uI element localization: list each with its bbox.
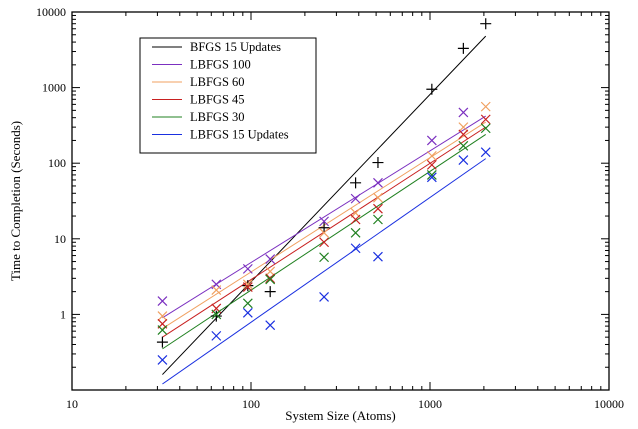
data-point-series-2 [373, 192, 383, 203]
axes: 10 100 1000 10000 1 10 100 1000 10000 [36, 5, 624, 411]
legend-label: LBFGS 15 Updates [190, 128, 289, 142]
data-point-series-5 [242, 307, 253, 318]
x-tick-label: 10000 [594, 397, 624, 411]
data-point-series-4 [157, 325, 168, 336]
data-point-series-3 [458, 129, 469, 140]
data-point-series-5 [211, 330, 222, 341]
data-point-series-0 [350, 177, 362, 189]
data-point-series-4 [211, 309, 222, 320]
data-point-series-1 [319, 216, 329, 227]
x-tick-label: 10 [66, 397, 78, 411]
data-point-series-0 [264, 286, 276, 298]
data-point-series-2 [242, 279, 253, 290]
data-point-series-0 [372, 157, 384, 169]
x-tick-label: 1000 [418, 397, 442, 411]
plot-frame [71, 11, 610, 391]
fit-line-series-5 [162, 158, 487, 385]
data-point-series-1 [350, 193, 361, 204]
data-point-series-0 [242, 280, 254, 292]
data-point-series-3 [426, 159, 437, 170]
data-point-series-1 [157, 296, 168, 307]
data-point-series-1 [265, 254, 276, 264]
y-tick-label: 10000 [36, 5, 66, 19]
data-point-series-1 [373, 177, 383, 188]
legend-box [139, 37, 317, 154]
data-point-series-5 [350, 243, 361, 254]
data-point-series-4 [480, 123, 491, 134]
data-point-series-3 [319, 237, 329, 248]
legend-label: LBFGS 100 [190, 58, 251, 72]
data-point-series-5 [319, 292, 329, 302]
legend-label: BFGS 15 Updates [190, 40, 281, 54]
data-point-series-1 [458, 107, 469, 118]
data-point-series-0 [156, 336, 168, 348]
data-point-series-5 [480, 147, 491, 158]
data-point-series-2 [458, 122, 469, 133]
data-point-series-5 [426, 172, 437, 183]
legend-label: LBFGS 45 [190, 93, 245, 107]
data-point-series-5 [157, 354, 168, 365]
y-tick-label: 1000 [42, 81, 66, 95]
data-point-series-0 [318, 222, 330, 234]
y-tick-label: 100 [48, 156, 66, 170]
data-point-series-2 [426, 150, 437, 161]
data-point-series-3 [373, 203, 383, 214]
data-point-series-4 [265, 274, 276, 285]
data-point-series-2 [480, 101, 491, 112]
y-tick-label: 1 [60, 307, 66, 321]
data-point-series-5 [458, 155, 469, 165]
data-point-series-3 [242, 282, 253, 292]
data-point-series-0 [457, 42, 469, 54]
data-point-series-0 [480, 18, 492, 30]
data-point-series-2 [265, 266, 276, 277]
y-tick-label: 10 [54, 232, 66, 246]
data-point-series-0 [210, 310, 222, 322]
data-point-series-3 [480, 114, 491, 125]
x-tick-label: 100 [242, 397, 260, 411]
data-point-series-3 [350, 214, 361, 225]
data-point-series-0 [426, 83, 438, 95]
legend: BFGS 15 Updates LBFGS 100 LBFGS 60 LBFGS 45… [139, 37, 317, 154]
data-point-series-1 [242, 263, 253, 274]
y-axis-title: Time to Completion (Seconds) [8, 121, 23, 281]
data-point-series-5 [373, 251, 383, 262]
data-point-series-4 [242, 298, 253, 309]
legend-label: LBFGS 60 [190, 75, 245, 89]
data-point-series-2 [319, 227, 329, 238]
legend-label: LBFGS 30 [190, 110, 245, 124]
data-point-series-1 [426, 135, 437, 146]
data-point-series-2 [211, 285, 222, 295]
x-axis-title: System Size (Atoms) [285, 408, 396, 423]
data-point-series-2 [157, 311, 168, 322]
data-point-series-4 [458, 140, 469, 151]
data-point-series-4 [373, 214, 383, 225]
data-point-series-5 [265, 320, 276, 331]
data-point-series-3 [265, 273, 276, 284]
data-point-series-4 [350, 227, 361, 238]
data-point-series-4 [319, 252, 329, 263]
data-points [156, 18, 492, 365]
data-point-series-4 [426, 169, 437, 180]
